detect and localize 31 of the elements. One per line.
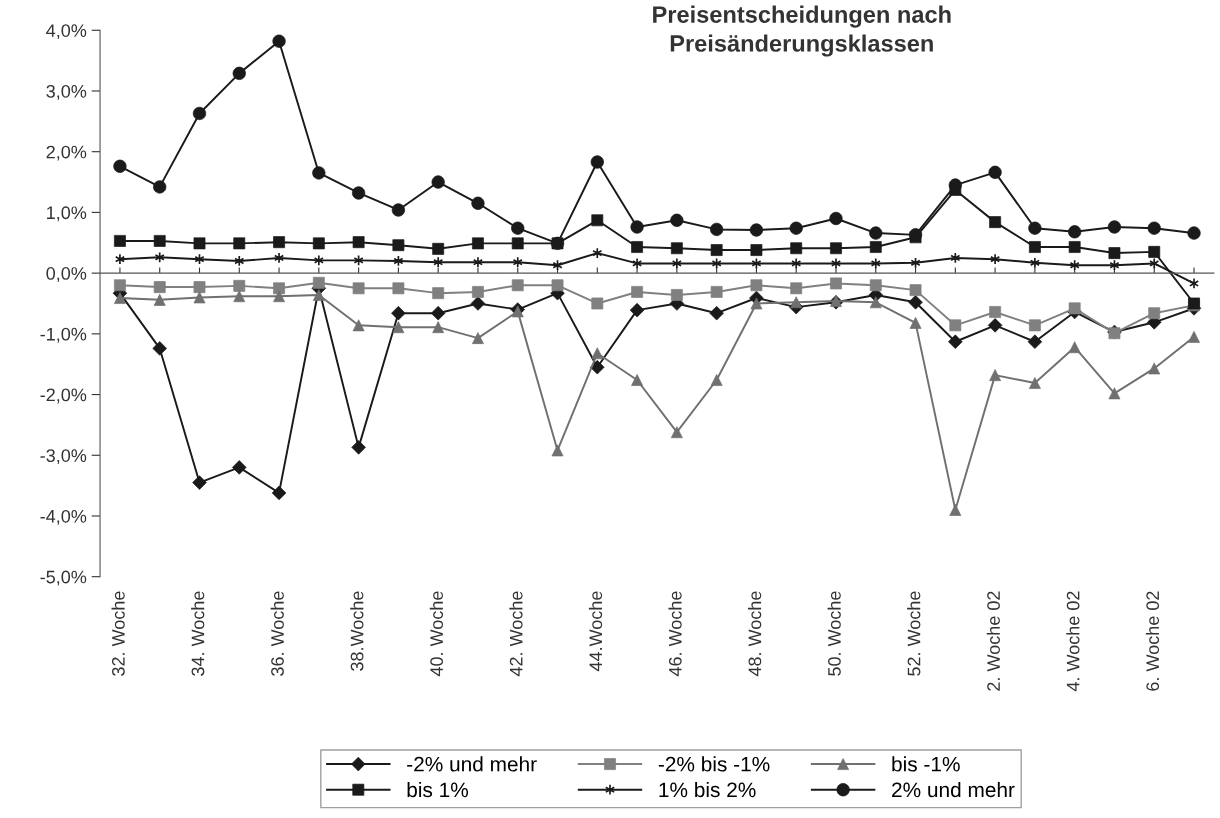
x-tick-label: 36. Woche	[270, 591, 284, 676]
legend-label: -2% und mehr	[407, 756, 537, 772]
x-tick-label: 50. Woche	[827, 591, 841, 676]
y-tick-label: 4,0%	[46, 24, 87, 40]
x-tick-label: 46. Woche	[668, 591, 682, 677]
legend-label: 2% und mehr	[892, 781, 1015, 798]
legend-label: bis -1%	[892, 756, 960, 772]
legend-label: bis 1%	[407, 781, 469, 798]
chart-title: Preisentscheidungen nach Preisänderungsklassen	[653, 5, 951, 57]
x-tick-label: 52. Woche	[907, 591, 921, 676]
x-tick-label: 4. Woche 02	[1066, 591, 1080, 692]
y-tick-label: -5,0%	[40, 570, 87, 586]
y-tick-label: 3,0%	[46, 84, 87, 100]
x-tick-label: 6. Woche 02	[1145, 591, 1160, 691]
y-tick-label: -1,0%	[40, 327, 87, 343]
legend-label: 1% bis 2%	[659, 781, 756, 798]
x-tick-label: 2. Woche 02	[986, 591, 1000, 691]
x-tick-label: 32. Woche	[111, 591, 125, 676]
y-tick-label: 0,0%	[46, 267, 87, 282]
x-tick-label: 42. Woche	[509, 591, 523, 677]
x-tick-label: 40. Woche	[429, 591, 444, 677]
x-tick-label: 34. Woche	[191, 591, 205, 676]
y-tick-label: -2,0%	[40, 388, 87, 404]
y-tick-label: 2,0%	[46, 145, 87, 161]
x-tick-label: 38.Woche	[350, 591, 364, 671]
legend-label: -2% bis -1%	[658, 756, 770, 772]
x-tick-label: 48. Woche	[748, 591, 762, 677]
y-tick-label: 1,0%	[47, 206, 87, 222]
x-tick-label: 44.Woche	[588, 591, 603, 672]
y-tick-label: -3,0%	[40, 449, 87, 465]
y-tick-label: -4,0%	[40, 509, 87, 525]
